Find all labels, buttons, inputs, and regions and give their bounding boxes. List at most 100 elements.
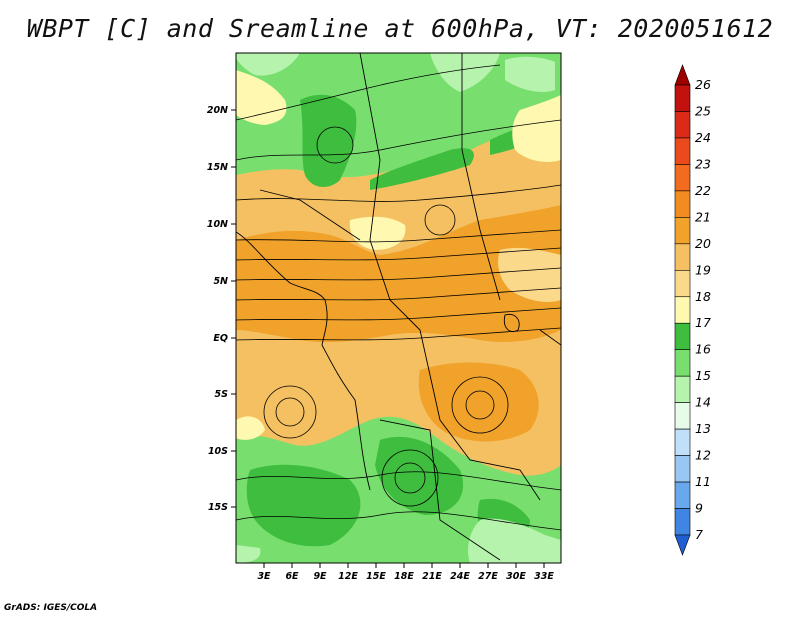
streamline-line — [236, 229, 561, 243]
colorbar-label: 11 — [695, 474, 711, 489]
colorbar-box — [674, 137, 691, 165]
colorbar-label: 25 — [695, 103, 711, 118]
map-frame — [235, 52, 562, 564]
lon-label-21E: 21E — [422, 571, 442, 582]
vortex-ring — [424, 204, 456, 236]
colorbar-top-triangle — [674, 64, 691, 86]
colorbar-label: 26 — [695, 77, 711, 92]
lon-axis: 3E 6E 9E 12E 15E 18E 21E 24E 27E 30E 33E — [257, 563, 554, 582]
lat-label-20N: 20N — [207, 105, 228, 116]
border-line — [359, 53, 421, 331]
colorbar-box — [674, 164, 691, 192]
streamline-line — [236, 287, 561, 301]
colorbar-label: 22 — [695, 183, 711, 198]
colorbar-label: 20 — [695, 236, 711, 251]
colorbar-label: 16 — [695, 342, 711, 357]
colorbar-box — [674, 243, 691, 271]
country-borders — [236, 53, 561, 561]
colorbar-label: 21 — [695, 209, 711, 224]
vortex-ring — [275, 397, 305, 427]
colorbar: 26 25 24 23 22 21 20 19 18 17 16 15 14 13 12 11 9 7 — [674, 64, 711, 556]
lon-label-12E: 12E — [338, 571, 358, 582]
shade-south-yellow — [236, 416, 265, 440]
lon-label-6E: 6E — [285, 571, 299, 582]
colorbar-box — [674, 375, 691, 403]
lon-label-15E: 15E — [366, 571, 386, 582]
border-line — [259, 189, 361, 241]
colorbar-box — [674, 190, 691, 218]
colorbar-box — [674, 481, 691, 509]
colorbar-box — [674, 508, 691, 536]
streamlines — [236, 64, 561, 531]
lon-label-3E: 3E — [257, 571, 271, 582]
vortex-ring — [451, 376, 509, 434]
lon-label-33E: 33E — [534, 571, 554, 582]
vortex-ring — [465, 390, 495, 420]
shade-north-yellow — [236, 70, 561, 162]
border-line — [461, 53, 501, 301]
lat-label-5N: 5N — [213, 276, 228, 287]
colorbar-label: 18 — [695, 289, 711, 304]
colorbar-label: 15 — [695, 368, 711, 383]
streamline-line — [236, 327, 561, 341]
lon-label-27E: 27E — [478, 571, 498, 582]
lon-label-9E: 9E — [313, 571, 327, 582]
map-title: WBPT [C] and Sreamline at 600hPa, VT: 20… — [26, 14, 774, 43]
shade-north-darkgreen — [300, 94, 555, 190]
colorbar-label: 17 — [695, 315, 711, 330]
lon-label-18E: 18E — [394, 571, 414, 582]
vortex-ring — [394, 462, 426, 494]
vortex-ring — [316, 126, 354, 164]
streamline-line — [236, 119, 561, 161]
shade-north-lightgreen — [236, 53, 555, 92]
colorbar-box — [674, 84, 691, 112]
shade-central-darkorange-south — [418, 362, 539, 442]
colorbar-label: 24 — [695, 130, 711, 145]
streamline-line — [236, 471, 561, 491]
colorbar-box — [674, 428, 691, 456]
colorbar-label: 23 — [695, 156, 711, 171]
lat-label-10N: 10N — [207, 219, 228, 230]
lat-label-15S: 15S — [208, 502, 228, 513]
lat-label-EQ: EQ — [213, 333, 228, 344]
coastline — [236, 231, 371, 491]
shade-south-lightgreen — [236, 518, 561, 563]
border-line — [419, 329, 541, 501]
lon-label-24E: 24E — [450, 571, 470, 582]
lat-label-5S: 5S — [215, 389, 229, 400]
streamline-line — [236, 307, 561, 321]
colorbar-box — [674, 349, 691, 377]
border-line — [379, 419, 501, 561]
vortex-ring — [263, 385, 317, 439]
colorbar-label: 12 — [695, 448, 711, 463]
shade-central-darkorange — [236, 205, 561, 343]
shade-south-darkgreen — [246, 436, 530, 547]
streamline-line — [236, 267, 561, 281]
colorbar-box — [674, 322, 691, 351]
colorbar-label: 14 — [695, 395, 711, 410]
colorbar-box — [674, 402, 691, 430]
colorbar-label: 7 — [695, 527, 703, 542]
lat-label-10S: 10S — [208, 446, 228, 457]
streamline-line — [236, 64, 501, 121]
lake-victoria-border — [503, 313, 520, 333]
colorbar-box — [674, 111, 691, 139]
colorbar-label: 9 — [695, 501, 703, 516]
streamline-line — [236, 184, 561, 202]
colorbar-box — [674, 455, 691, 483]
grads-credit: GrADS: IGES/COLA — [4, 603, 98, 613]
lat-axis: 20N 15N 10N 5N EQ 5S 10S 15S — [207, 105, 236, 513]
streamline-line — [236, 247, 561, 261]
colorbar-bottom-triangle — [674, 534, 691, 556]
border-line — [539, 329, 561, 346]
colorbar-label: 13 — [695, 421, 711, 436]
colorbar-box — [674, 296, 691, 324]
vortex-ring — [381, 449, 439, 507]
lon-label-30E: 30E — [506, 571, 526, 582]
colorbar-box — [674, 217, 691, 245]
shade-yellow-east — [498, 247, 561, 302]
streamline-line — [236, 511, 561, 531]
colorbar-box — [674, 269, 691, 298]
lat-label-15N: 15N — [207, 162, 228, 173]
